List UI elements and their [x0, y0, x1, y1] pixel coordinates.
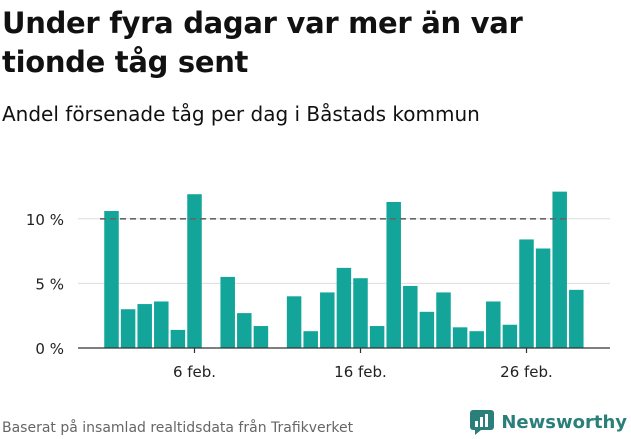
bar: [154, 301, 169, 348]
bar: [419, 311, 435, 348]
bar: [237, 313, 252, 348]
bar: [535, 248, 551, 348]
bar: [220, 276, 235, 348]
bar: [336, 267, 352, 348]
bar: [137, 304, 152, 348]
brand-name: Newsworthy: [501, 411, 627, 433]
axes: 0 % 5 % 10 % 6 feb. 16 feb. 26 feb.: [26, 211, 610, 381]
y-tick-label: 10 %: [26, 211, 64, 229]
bar: [386, 201, 401, 348]
bar: [569, 289, 584, 348]
bar: [436, 292, 451, 348]
bar: [303, 331, 318, 348]
bar: [403, 285, 418, 348]
bar: [486, 301, 501, 348]
chart-subtitle: Andel försenade tåg per dag i Båstads ko…: [2, 102, 480, 126]
x-tick-label: 26 feb.: [500, 363, 553, 381]
bar: [502, 324, 518, 348]
bars: [104, 191, 584, 348]
bar: [253, 326, 269, 348]
brand-logo: Newsworthy: [469, 407, 627, 437]
bar-chart: 0 % 5 % 10 % 6 feb. 16 feb. 26 feb.: [26, 191, 610, 381]
bar: [104, 211, 119, 348]
bar: [469, 331, 484, 348]
bar: [452, 327, 468, 348]
y-tick-label: 5 %: [35, 275, 64, 293]
bar: [353, 278, 368, 348]
chart-title: Under fyra dagar var mer än var tionde t…: [2, 6, 523, 79]
newsworthy-logo-icon: [470, 410, 495, 435]
y-tick-label: 0 %: [35, 340, 64, 358]
bar: [170, 329, 186, 348]
bar: [187, 194, 202, 348]
bar: [552, 191, 567, 348]
bar: [369, 326, 385, 348]
x-tick-label: 16 feb.: [334, 363, 387, 381]
bar: [120, 309, 136, 348]
x-tick-label: 6 feb.: [173, 363, 216, 381]
bar: [286, 296, 302, 348]
bar: [519, 239, 534, 348]
source-note: Baserat på insamlad realtidsdata från Tr…: [2, 420, 354, 436]
bar: [320, 292, 335, 348]
